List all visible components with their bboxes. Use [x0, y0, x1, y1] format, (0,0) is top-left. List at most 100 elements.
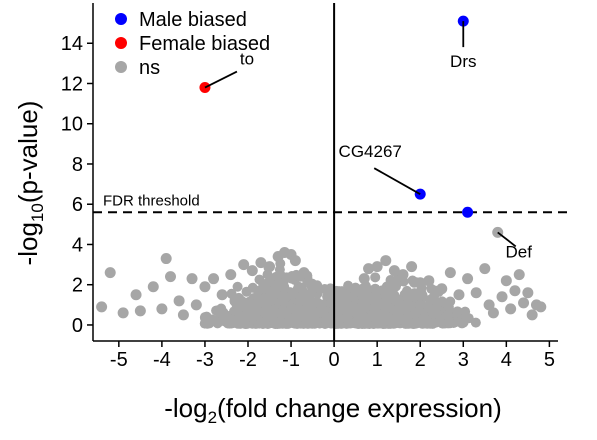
ns-cloud-point-left — [294, 296, 305, 307]
x-tick-label: 4 — [501, 349, 512, 371]
ns-cloud-point-left — [204, 318, 215, 329]
point-ns — [229, 295, 241, 307]
point-ns — [190, 299, 202, 311]
point-ns — [444, 267, 456, 279]
point-ns — [518, 297, 530, 309]
x-tick-label: 3 — [458, 349, 469, 371]
annotations: Drs CG4267 to Def — [204, 21, 532, 261]
ns-cloud-point-left — [232, 281, 243, 292]
point-ns — [315, 299, 327, 311]
ns-cloud-point-left — [237, 315, 248, 326]
point-ns — [212, 305, 224, 317]
point-ns — [255, 257, 267, 269]
annotation-leader — [204, 70, 238, 89]
ns-cloud-point-right — [414, 299, 425, 310]
point-ns — [358, 273, 370, 285]
point-ns — [483, 299, 495, 311]
y-tick-label: 0 — [72, 315, 83, 337]
point-ns — [380, 255, 392, 267]
x-tick-label: -3 — [196, 349, 214, 371]
annotation-leader — [373, 167, 421, 195]
annotation-leader — [497, 231, 517, 248]
point-ns — [246, 265, 258, 277]
ns-cloud-point-left — [277, 305, 288, 316]
point-ns — [341, 299, 353, 311]
y-tick-label: 12 — [61, 73, 83, 95]
ns-cloud-point-right — [373, 299, 384, 310]
point-ns — [522, 287, 534, 299]
point-ns — [199, 281, 211, 293]
ns-cloud-point-left — [255, 318, 266, 329]
ns-cloud-point-right — [443, 316, 454, 327]
point-ns — [487, 307, 499, 319]
point-annotation: CG4267 — [339, 142, 402, 161]
point-ns — [216, 289, 228, 301]
ns-cloud-point-right — [404, 300, 415, 311]
point-ns — [298, 267, 310, 279]
point-ns — [96, 301, 108, 313]
ns-cloud-point-left — [247, 308, 258, 319]
y-axis-title: -log10(p-value) — [13, 101, 47, 266]
ns-cloud-point-left — [263, 309, 274, 320]
point-ns — [160, 253, 172, 265]
point-ns — [397, 269, 409, 281]
point-ns — [509, 285, 521, 297]
y-tick-label: 4 — [72, 234, 83, 256]
ns-cloud-point-right — [361, 287, 372, 298]
ns-point-cloud — [199, 258, 481, 329]
x-tick-label: 0 — [329, 349, 340, 371]
point-annotation: Drs — [450, 52, 476, 71]
ns-cloud-point-left — [281, 318, 292, 329]
legend-marker — [115, 61, 127, 73]
ns-cloud-point-left — [286, 271, 297, 282]
legend-label: Male biased — [139, 9, 247, 31]
point-ns — [104, 267, 116, 279]
point-ns — [535, 301, 547, 313]
y-tick-label: 8 — [72, 154, 83, 176]
point-male-biased — [462, 206, 474, 218]
ns-cloud-point-left — [278, 290, 289, 301]
point-ns — [177, 309, 189, 321]
ns-cloud-point-right — [308, 318, 319, 329]
ns-cloud-point-right — [403, 311, 414, 322]
point-ns — [423, 275, 435, 287]
ns-cloud-point-right — [424, 294, 435, 305]
point-ns — [462, 273, 474, 285]
point-annotation: to — [240, 50, 254, 69]
ns-cloud-point-right — [392, 307, 403, 318]
point-ns — [147, 281, 159, 293]
point-ns — [500, 275, 512, 287]
point-ns — [130, 289, 142, 301]
ns-cloud-point-right — [302, 300, 313, 311]
point-ns — [134, 305, 146, 317]
point-ns — [238, 259, 250, 271]
ns-cloud-point-right — [452, 306, 463, 317]
point-ns — [363, 263, 375, 275]
point-ns — [513, 269, 525, 281]
point-ns — [307, 283, 319, 295]
x-tick-label: 2 — [415, 349, 426, 371]
x-tick-label: -5 — [110, 349, 128, 371]
ns-cloud-point-left — [274, 264, 285, 275]
y-tick-label: 6 — [72, 194, 83, 216]
point-ns — [406, 261, 418, 273]
point-ns — [453, 289, 465, 301]
legend-label: Female biased — [139, 33, 270, 55]
point-ns — [526, 309, 538, 321]
ns-cloud-point-right — [360, 301, 371, 312]
ns-cloud-point-right — [437, 296, 448, 307]
point-ns — [208, 273, 220, 285]
point-ns — [173, 295, 185, 307]
ns-cloud-point-right — [298, 308, 309, 319]
legend-marker — [115, 37, 127, 49]
point-ns — [289, 255, 301, 267]
ns-cloud-point-right — [443, 301, 454, 312]
ns-cloud-point-right — [415, 289, 426, 300]
ns-cloud-point-right — [333, 318, 344, 329]
ns-cloud-point-left — [253, 285, 264, 296]
ns-cloud-point-right — [426, 283, 437, 294]
point-ns — [264, 261, 276, 273]
ns-cloud-point-left — [241, 286, 252, 297]
point-ns — [496, 291, 508, 303]
